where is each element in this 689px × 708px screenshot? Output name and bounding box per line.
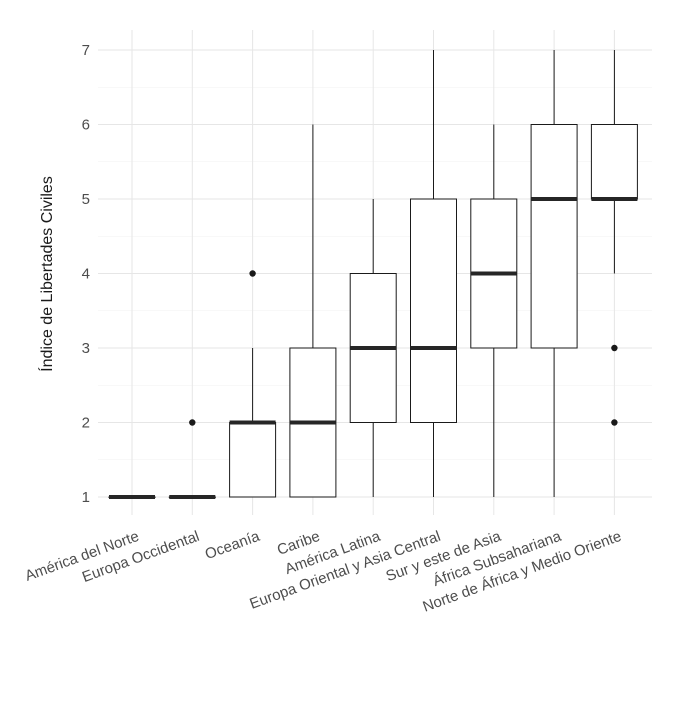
- boxes: [108, 50, 638, 499]
- outlier-point: [611, 419, 618, 426]
- box-body: [229, 422, 277, 498]
- y-tick-label: 2: [82, 415, 90, 432]
- box-2: [168, 419, 216, 499]
- y-tick-label: 6: [82, 117, 90, 134]
- box-9: [590, 50, 638, 426]
- box-6: [410, 50, 457, 497]
- y-tick-label: 3: [82, 340, 90, 357]
- box-5: [349, 199, 397, 497]
- y-axis-ticks: 1 2 3 4 5 6 7: [82, 42, 90, 506]
- box-1: [108, 495, 156, 499]
- box-body: [530, 124, 578, 349]
- y-tick-label: 1: [82, 489, 90, 506]
- box-7: [470, 124, 518, 497]
- outlier-point: [249, 270, 256, 277]
- box-body: [590, 124, 638, 200]
- box-body: [410, 198, 457, 423]
- y-tick-label: 5: [82, 191, 90, 208]
- y-axis-title: Índice de Libertades Civiles: [37, 176, 56, 372]
- box-3: [229, 270, 277, 498]
- box-4: [289, 124, 337, 498]
- x-tick-label: Oceanía: [203, 528, 263, 564]
- box-8: [530, 50, 578, 497]
- outlier-point: [189, 419, 196, 426]
- y-tick-label: 7: [82, 42, 90, 59]
- outlier-point: [611, 344, 618, 352]
- y-tick-label: 4: [82, 266, 90, 283]
